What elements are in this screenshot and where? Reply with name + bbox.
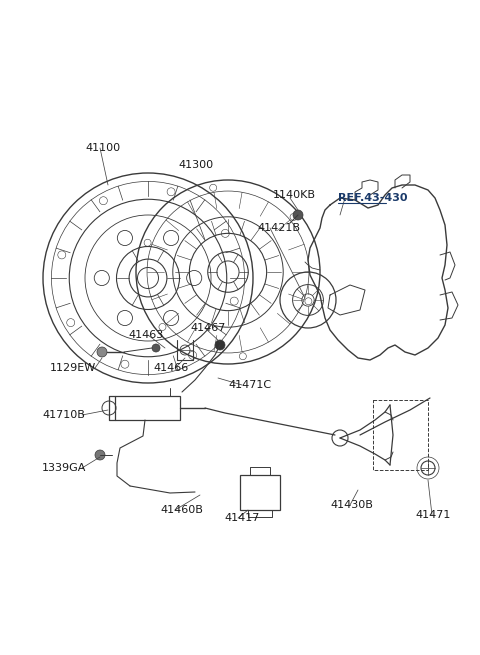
Text: 1140KB: 1140KB: [273, 190, 316, 200]
Text: 41460B: 41460B: [160, 505, 203, 515]
Circle shape: [95, 450, 105, 460]
Text: 41300: 41300: [178, 160, 213, 170]
Text: 41421B: 41421B: [257, 223, 300, 233]
Text: 41430B: 41430B: [330, 500, 373, 510]
Text: 41467: 41467: [190, 323, 226, 333]
Circle shape: [215, 340, 225, 350]
Text: 41417: 41417: [224, 513, 259, 523]
Text: 1129EW: 1129EW: [50, 363, 96, 373]
Circle shape: [293, 210, 303, 220]
Text: 41710B: 41710B: [42, 410, 85, 420]
Text: 41463: 41463: [128, 330, 163, 340]
Text: 41100: 41100: [85, 143, 120, 153]
Text: 41466: 41466: [153, 363, 188, 373]
Text: REF.43-430: REF.43-430: [338, 193, 408, 203]
Circle shape: [152, 344, 160, 352]
Circle shape: [97, 347, 107, 357]
Text: 1339GA: 1339GA: [42, 463, 86, 473]
Text: 41471: 41471: [415, 510, 450, 520]
Text: 41471C: 41471C: [228, 380, 271, 390]
